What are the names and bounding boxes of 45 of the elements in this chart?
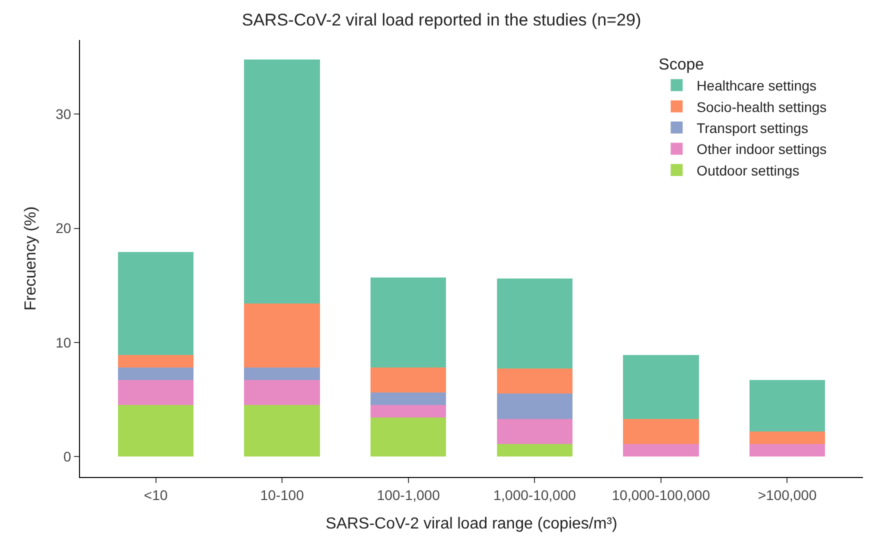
y-axis-title: Frecuency (%) bbox=[22, 206, 40, 311]
y-tick-label: 10 bbox=[56, 334, 72, 350]
x-tick-label: 100-1,000 bbox=[376, 486, 440, 503]
x-tick-label: >100,000 bbox=[758, 486, 817, 503]
bar bbox=[623, 444, 699, 456]
bar bbox=[118, 367, 194, 380]
legend-label: Socio-health settings bbox=[696, 98, 827, 115]
bar bbox=[370, 392, 446, 406]
bar bbox=[244, 405, 320, 456]
bar bbox=[496, 368, 573, 394]
legend-label: Healthcare settings bbox=[696, 78, 817, 94]
bar bbox=[244, 367, 320, 380]
bar bbox=[496, 418, 573, 444]
bar bbox=[370, 418, 446, 456]
bar bbox=[749, 380, 826, 432]
bar bbox=[496, 444, 573, 456]
bar bbox=[370, 277, 446, 368]
bar bbox=[118, 405, 194, 456]
bar bbox=[244, 380, 320, 406]
y-tick-label: 0 bbox=[63, 448, 72, 464]
legend-label: Outdoor settings bbox=[696, 162, 800, 178]
x-tick-label: <10 bbox=[144, 486, 168, 503]
bar bbox=[118, 380, 194, 406]
legend-title: Scope bbox=[658, 56, 704, 74]
bar bbox=[118, 354, 194, 368]
bar bbox=[244, 59, 320, 304]
bar bbox=[749, 431, 826, 444]
x-tick-label: 10-100 bbox=[260, 486, 304, 503]
x-axis-title: SARS-CoV-2 viral load range (copies/m³) bbox=[326, 516, 618, 532]
bar bbox=[370, 367, 446, 393]
legend-label: Transport settings bbox=[696, 120, 808, 136]
y-tick-label: 20 bbox=[56, 220, 72, 236]
x-tick-label: 1,000-10,000 bbox=[493, 486, 576, 503]
bar bbox=[370, 405, 446, 418]
x-tick-label: 10,000-100,000 bbox=[612, 486, 710, 503]
bar bbox=[623, 418, 699, 444]
bar bbox=[623, 354, 699, 419]
bar bbox=[244, 304, 320, 368]
bar bbox=[749, 444, 826, 456]
chart-title: SARS-CoV-2 viral load reported in the studies (n=29) bbox=[242, 10, 642, 30]
legend-label: Other indoor settings bbox=[696, 141, 827, 158]
bar bbox=[496, 394, 573, 419]
bar bbox=[496, 278, 573, 369]
bar bbox=[118, 252, 194, 355]
y-tick-label: 30 bbox=[56, 106, 72, 122]
